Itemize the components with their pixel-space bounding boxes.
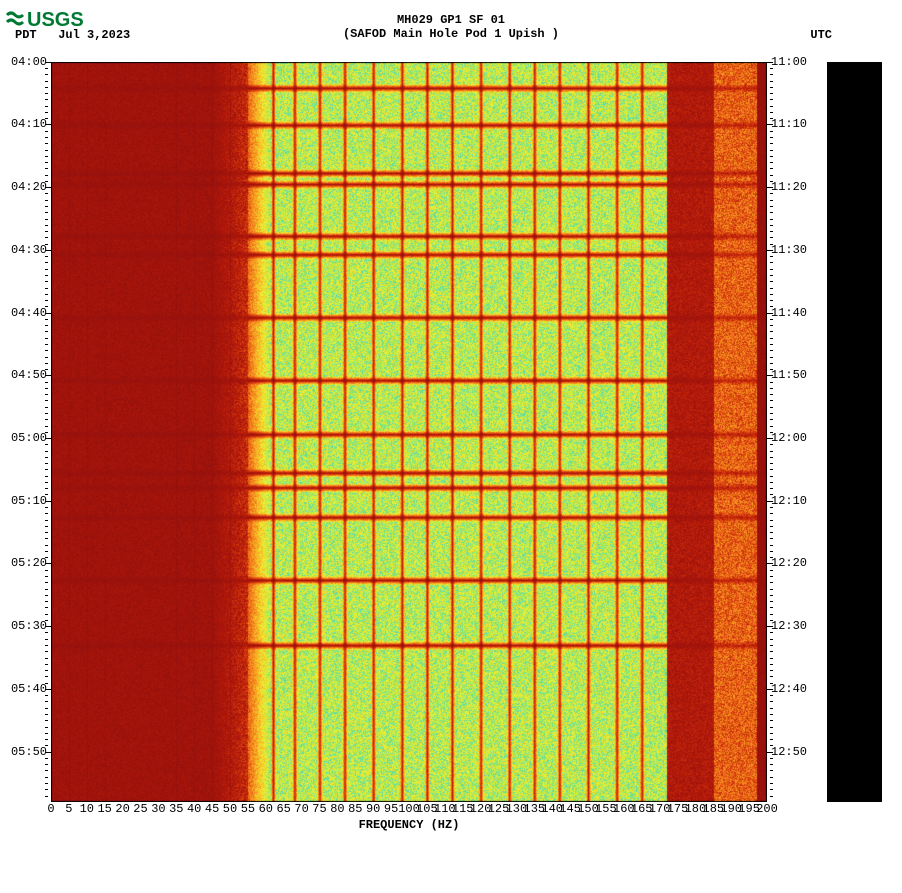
y-left-tick: 05:50 — [7, 745, 47, 759]
right-timezone: UTC — [810, 28, 832, 42]
x-tick: 70 — [294, 802, 308, 816]
y-left-tick: 04:00 — [7, 55, 47, 69]
x-tick: 15 — [97, 802, 111, 816]
x-tick: 40 — [187, 802, 201, 816]
x-tick: 50 — [223, 802, 237, 816]
x-tick: 0 — [47, 802, 54, 816]
spectrogram-canvas — [51, 62, 767, 802]
y-right-tick: 12:10 — [771, 494, 811, 508]
x-tick: 95 — [384, 802, 398, 816]
y-right-tick: 11:30 — [771, 243, 811, 257]
y-left-tick: 05:40 — [7, 682, 47, 696]
y-right-tick: 11:50 — [771, 368, 811, 382]
x-tick: 80 — [330, 802, 344, 816]
y-left-tick: 04:50 — [7, 368, 47, 382]
y-right-tick: 11:00 — [771, 55, 811, 69]
x-tick: 85 — [348, 802, 362, 816]
x-axis-label: FREQUENCY (HZ) — [51, 818, 767, 832]
x-tick: 35 — [169, 802, 183, 816]
chart-title-1: MH029 GP1 SF 01 — [5, 13, 897, 27]
x-tick: 30 — [151, 802, 165, 816]
colorbar — [827, 62, 882, 802]
left-date: Jul 3,2023 — [58, 28, 130, 42]
y-left-tick: 04:40 — [7, 306, 47, 320]
y-left-tick: 04:20 — [7, 180, 47, 194]
x-axis-ticks: 0510152025303540455055606570758085909510… — [51, 802, 767, 816]
y-left-tick: 05:30 — [7, 619, 47, 633]
y-right-tick: 11:10 — [771, 117, 811, 131]
y-left-tick: 05:20 — [7, 556, 47, 570]
y-left-tick: 04:30 — [7, 243, 47, 257]
y-left-tick: 04:10 — [7, 117, 47, 131]
x-tick: 10 — [80, 802, 94, 816]
x-tick: 5 — [65, 802, 72, 816]
x-tick: 65 — [276, 802, 290, 816]
chart-title-2: (SAFOD Main Hole Pod 1 Upish ) — [5, 27, 897, 41]
y-right-tick: 12:50 — [771, 745, 811, 759]
y-right-tick: 11:40 — [771, 306, 811, 320]
x-tick: 75 — [312, 802, 326, 816]
y-right-tick: 12:30 — [771, 619, 811, 633]
y-right-tick: 11:20 — [771, 180, 811, 194]
y-right-tick: 12:40 — [771, 682, 811, 696]
y-right-tick: 12:00 — [771, 431, 811, 445]
spectrogram-frame: 0510152025303540455055606570758085909510… — [51, 62, 767, 832]
x-tick: 200 — [756, 802, 778, 816]
x-tick: 45 — [205, 802, 219, 816]
y-right-tick: 12:20 — [771, 556, 811, 570]
x-tick: 25 — [133, 802, 147, 816]
x-tick: 20 — [115, 802, 129, 816]
y-left-tick: 05:00 — [7, 431, 47, 445]
x-tick: 55 — [241, 802, 255, 816]
y-left-tick: 05:10 — [7, 494, 47, 508]
left-timezone: PDT — [15, 28, 37, 42]
x-tick: 60 — [259, 802, 273, 816]
chart-header: PDT Jul 3,2023 MH029 GP1 SF 01 (SAFOD Ma… — [5, 13, 897, 42]
x-tick: 90 — [366, 802, 380, 816]
